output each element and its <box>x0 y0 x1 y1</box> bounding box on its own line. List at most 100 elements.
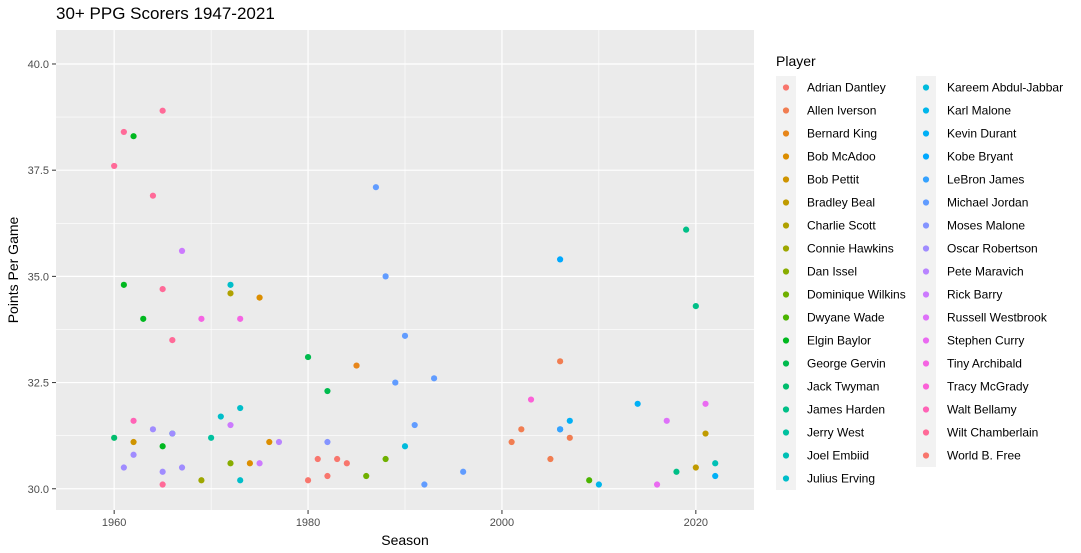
data-point <box>382 455 389 463</box>
data-point <box>237 315 244 322</box>
legend-label: Wilt Chamberlain <box>947 426 1038 440</box>
legend-key <box>922 130 930 137</box>
data-point <box>353 362 360 369</box>
data-point <box>324 472 331 480</box>
legend-label: Connie Hawkins <box>807 242 894 256</box>
legend-key <box>922 107 930 114</box>
legend-key <box>922 360 930 367</box>
legend-label: Bradley Beal <box>807 196 875 210</box>
data-point <box>140 315 147 322</box>
legend-label: Dominique Wilkins <box>807 288 906 302</box>
data-point <box>237 404 244 412</box>
legend-label: Kareem Abdul-Jabbar <box>947 81 1063 95</box>
legend-key <box>922 383 930 390</box>
legend-label: Julius Erving <box>807 472 875 486</box>
legend-key <box>922 314 930 321</box>
data-point <box>227 281 234 288</box>
y-axis-title: Points Per Game <box>5 216 21 323</box>
plot-area <box>56 30 754 510</box>
data-point <box>382 273 389 280</box>
legend-key <box>782 452 790 459</box>
legend-label: Michael Jordan <box>947 196 1028 210</box>
legend-key <box>782 360 790 367</box>
data-point <box>692 303 699 310</box>
legend-key <box>782 268 790 275</box>
data-point <box>169 430 176 437</box>
legend-label: Pete Maravich <box>947 265 1024 279</box>
data-point <box>130 133 137 140</box>
data-point <box>586 477 593 484</box>
data-point <box>159 286 166 293</box>
legend-label: George Gervin <box>807 357 886 371</box>
legend-key <box>922 153 930 160</box>
data-point <box>246 460 253 467</box>
legend-label: Bernard King <box>807 127 877 141</box>
legend-key <box>922 429 930 436</box>
data-point <box>634 400 641 407</box>
data-point <box>111 434 118 441</box>
legend-key <box>782 314 790 321</box>
legend-label: Karl Malone <box>947 104 1011 118</box>
y-tick-label: 32.5 <box>28 378 49 390</box>
data-point <box>169 336 176 344</box>
data-point <box>527 396 535 403</box>
data-point <box>130 451 137 458</box>
legend-key <box>782 130 790 137</box>
legend-key <box>782 337 790 344</box>
data-point <box>208 434 215 441</box>
data-point <box>314 455 321 463</box>
legend-label: Jack Twyman <box>807 380 879 394</box>
chart-title: 30+ PPG Scorers 1947-2021 <box>56 4 275 23</box>
data-point <box>178 247 186 254</box>
x-tick-label: 1960 <box>102 517 126 529</box>
legend-label: Jerry West <box>807 426 865 440</box>
legend-label: Bob McAdoo <box>807 150 876 164</box>
data-point <box>198 477 205 484</box>
data-point <box>304 477 312 484</box>
data-point <box>217 413 224 420</box>
legend-label: Adrian Dantley <box>807 81 886 95</box>
legend-key <box>922 452 930 459</box>
data-point <box>557 256 564 263</box>
data-point <box>159 107 166 114</box>
data-point <box>363 472 370 480</box>
legend-label: Tracy McGrady <box>947 380 1029 394</box>
x-axis-title: Season <box>381 532 428 548</box>
legend-key <box>922 291 930 298</box>
legend-label: Rick Barry <box>947 288 1002 302</box>
data-point <box>401 332 409 339</box>
data-points <box>111 107 719 488</box>
legend-key <box>922 84 930 91</box>
data-point <box>334 455 341 463</box>
legend-label: James Harden <box>807 403 885 417</box>
legend-key <box>782 84 790 91</box>
data-point <box>178 464 186 471</box>
legend: Player Adrian Dantley Allen Iverson Bernar… <box>776 53 1063 490</box>
data-point <box>149 426 157 433</box>
data-point <box>130 438 137 446</box>
data-point <box>460 468 467 475</box>
data-point <box>401 443 409 450</box>
data-point <box>324 438 331 446</box>
legend-key <box>782 383 790 390</box>
major-gridlines <box>56 30 754 510</box>
data-point <box>518 426 525 433</box>
data-point <box>237 477 244 484</box>
legend-label: World B. Free <box>947 449 1021 463</box>
legend-label: Elgin Baylor <box>807 334 871 348</box>
legend-key <box>922 222 930 229</box>
data-point <box>702 400 709 407</box>
data-point <box>120 281 127 288</box>
y-axis: 30.0 32.5 35.0 37.5 40.0 <box>28 59 56 496</box>
y-tick-label: 40.0 <box>28 59 49 71</box>
data-point <box>324 387 331 395</box>
legend-key <box>782 222 790 229</box>
legend-label: Stephen Curry <box>947 334 1024 348</box>
data-point <box>227 460 234 467</box>
data-point <box>702 430 709 437</box>
x-tick-label: 1980 <box>296 517 320 529</box>
legend-key <box>782 176 790 183</box>
data-point <box>149 192 157 199</box>
legend-label: Walt Bellamy <box>947 403 1017 417</box>
